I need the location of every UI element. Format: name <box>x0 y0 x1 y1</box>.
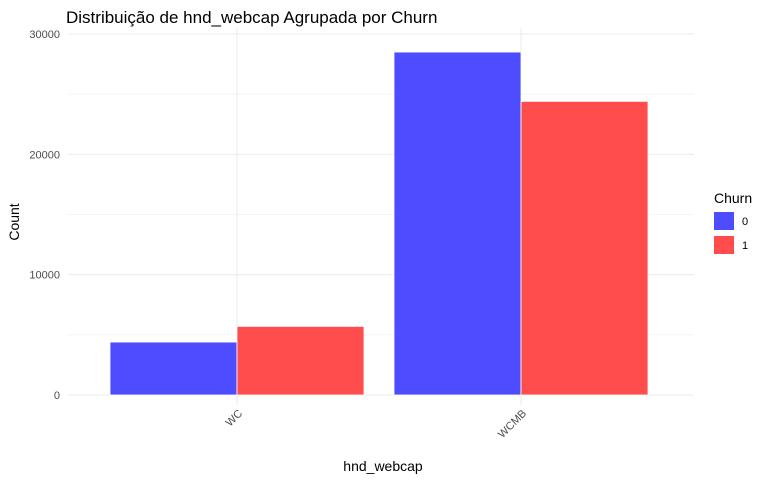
legend-label: 1 <box>742 240 748 252</box>
bar-WCMB-churn-0 <box>393 51 522 396</box>
legend-key-1 <box>714 236 734 254</box>
y-tick-label: 0 <box>54 390 60 402</box>
y-tick-label: 30000 <box>29 29 60 41</box>
y-tick-label: 20000 <box>29 149 60 161</box>
bar-WCMB-churn-1 <box>520 100 649 396</box>
x-axis-title: hnd_webcap <box>343 458 423 474</box>
bar-WC-churn-0 <box>109 341 238 396</box>
y-axis-ticks: 0 10000 20000 30000 <box>29 29 60 402</box>
chart-title: Distribuição de hnd_webcap Agrupada por … <box>66 8 437 27</box>
legend: Churn 0 1 <box>714 190 752 254</box>
x-tick-label: WCMB <box>496 408 529 441</box>
legend-title: Churn <box>714 190 752 206</box>
y-axis-title: Count <box>6 203 22 240</box>
bar-WC-churn-1 <box>236 326 365 396</box>
x-tick-label: WC <box>224 408 245 429</box>
bars <box>109 51 649 396</box>
x-axis-ticks: WC WCMB <box>224 408 529 441</box>
legend-label: 0 <box>742 216 748 228</box>
legend-key-0 <box>714 212 734 230</box>
y-tick-label: 10000 <box>29 270 60 282</box>
